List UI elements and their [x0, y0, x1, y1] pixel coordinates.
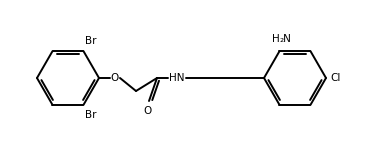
Text: ₂N: ₂N — [279, 34, 291, 44]
Text: Br: Br — [86, 110, 97, 120]
Text: Br: Br — [86, 36, 97, 46]
Text: Cl: Cl — [330, 73, 340, 83]
Text: HN: HN — [169, 73, 185, 83]
Text: O: O — [111, 73, 119, 83]
Text: O: O — [144, 106, 152, 116]
Text: H: H — [272, 34, 279, 44]
